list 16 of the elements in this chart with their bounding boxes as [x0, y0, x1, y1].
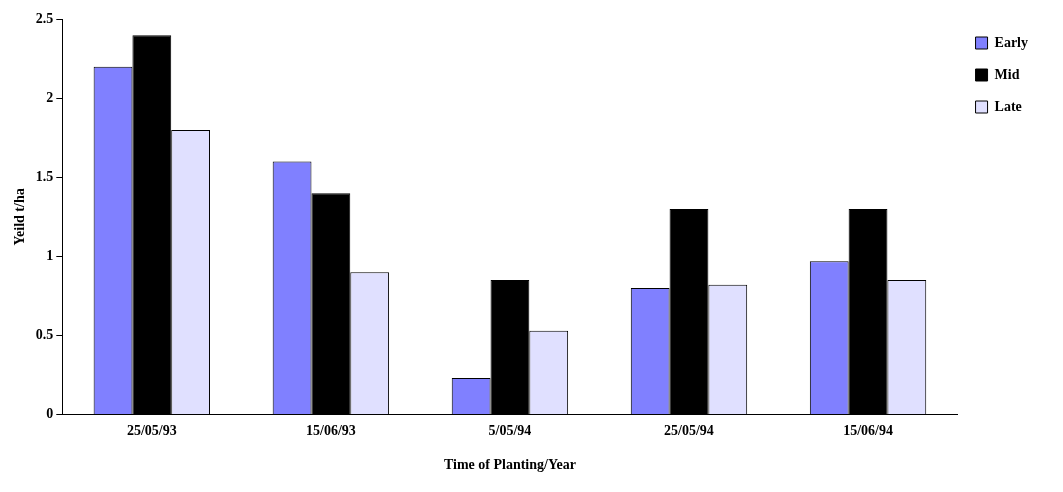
- y-axis-title: Yeild t/ha: [12, 188, 28, 246]
- y-tick-label: 1: [46, 248, 54, 264]
- x-axis-title: Time of Planting/Year: [443, 457, 576, 473]
- x-tick-label: 5/05/94: [488, 423, 532, 439]
- y-tick-label: 2: [46, 90, 54, 106]
- x-tick-label: 25/05/94: [664, 423, 714, 439]
- y-tick-label: 0: [46, 406, 54, 422]
- x-tick-label: 25/05/93: [126, 423, 177, 439]
- legend-label: Mid: [994, 66, 1020, 82]
- y-tick-label: 1.5: [35, 169, 54, 185]
- x-tick-label: 15/06/93: [305, 423, 356, 439]
- legend-label: Late: [994, 98, 1022, 114]
- x-tick-label: 15/06/94: [843, 423, 893, 439]
- y-tick-label: 0.5: [35, 327, 54, 343]
- legend-label: Early: [994, 34, 1029, 50]
- y-tick-label: 2.5: [35, 11, 54, 27]
